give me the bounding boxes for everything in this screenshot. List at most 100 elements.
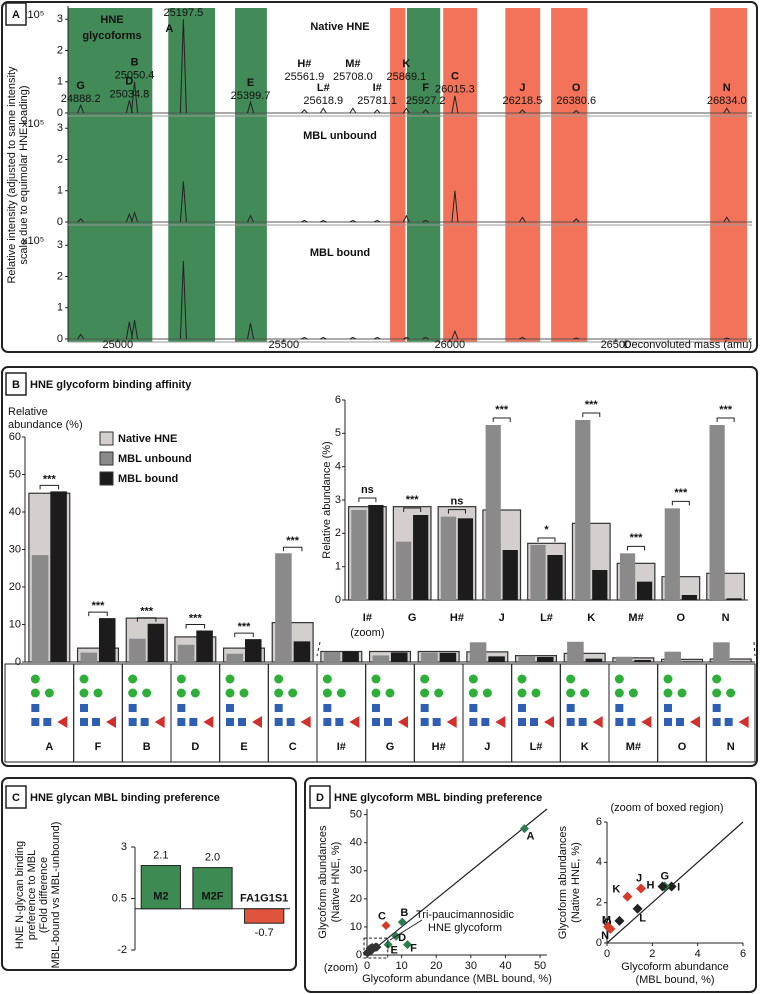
inset-bar xyxy=(351,510,367,600)
glycan-glcnac xyxy=(92,718,100,726)
glycan-mannose xyxy=(176,688,186,698)
glycan-mannose xyxy=(30,688,40,698)
y-tick-label: 1 xyxy=(57,302,63,314)
point-label: M xyxy=(602,915,611,927)
glycan-glcnac xyxy=(676,718,684,726)
inset-bar xyxy=(457,518,474,600)
annotation: Tri-paucimannosidic xyxy=(416,909,515,921)
peak xyxy=(131,320,139,340)
bar xyxy=(713,642,730,662)
glycan-glcnac xyxy=(177,704,186,712)
zoom-box xyxy=(363,937,389,959)
significance: * xyxy=(544,524,549,536)
bar xyxy=(320,650,363,663)
glycan-fucose xyxy=(252,716,262,728)
glycan-mannose xyxy=(726,688,736,698)
significance-bracket xyxy=(88,611,108,617)
peak xyxy=(451,190,459,223)
panel-letter: B xyxy=(12,379,20,391)
peak-mass: 26380.6 xyxy=(556,95,596,107)
category-label: H# xyxy=(432,741,446,753)
y-tick-label: 0 xyxy=(335,594,341,606)
category-label: C xyxy=(289,741,297,753)
zoom-label: (zoom) xyxy=(324,962,358,974)
glycan-glcnac xyxy=(627,718,636,726)
y-tick-label: 4 xyxy=(596,856,602,868)
peak xyxy=(451,95,459,114)
y-tick-label: 5 xyxy=(335,427,341,439)
bar xyxy=(514,655,558,663)
chart-title: HNE glycoform binding affinity xyxy=(30,379,192,391)
peak-mass: 24888.2 xyxy=(61,93,101,105)
glycan-glcnac xyxy=(420,704,429,712)
significance-bracket xyxy=(492,417,511,422)
y-tick-label: 50 xyxy=(350,809,362,821)
y-axis-label: Relative abundance (%) xyxy=(321,441,333,558)
glycan-fucose xyxy=(446,716,457,728)
peak xyxy=(402,214,410,223)
category-label: N xyxy=(727,741,735,753)
point-label: K xyxy=(612,884,620,896)
glycan-mannose xyxy=(225,674,235,684)
glycan-glcnac xyxy=(226,704,234,712)
glycan-fucose xyxy=(690,716,700,728)
glycan-mannose xyxy=(420,674,430,684)
x-tick-label: 50 xyxy=(534,960,546,972)
point-label: B xyxy=(400,907,408,919)
glycan-mannose xyxy=(385,688,395,698)
glycan-glcnac xyxy=(189,718,198,726)
annotation-pointer xyxy=(389,919,423,941)
point xyxy=(632,903,643,914)
bar xyxy=(140,865,181,910)
mass-band xyxy=(235,8,267,342)
peak-name: J xyxy=(519,82,525,94)
y-tick-label: 4 xyxy=(335,461,341,473)
bar xyxy=(567,641,584,662)
peak xyxy=(77,103,85,114)
glycan-mannose xyxy=(371,688,381,698)
peak xyxy=(402,107,410,114)
value-label: -0.7 xyxy=(255,927,274,939)
y-axis-label: abundance (%) xyxy=(8,419,83,431)
glycan-mannose xyxy=(517,674,527,684)
peak-name: B xyxy=(131,57,139,69)
peak xyxy=(125,321,133,340)
glycan-fucose xyxy=(738,716,749,728)
glycan-mannose xyxy=(434,688,444,698)
chart-title: HNE glycoform MBL binding preference xyxy=(334,792,542,804)
category-label: M2 xyxy=(153,891,168,903)
y-axis-label: preference to MBL xyxy=(26,850,38,941)
peak-name: M# xyxy=(345,58,360,70)
x-axis-label: Glycoform abundance (MBL bound, %) xyxy=(362,973,552,985)
peak xyxy=(451,329,459,340)
panel-letter-box xyxy=(5,372,27,396)
peak xyxy=(301,336,308,340)
bar xyxy=(682,661,700,662)
mass-band xyxy=(551,8,588,342)
bar xyxy=(439,652,457,662)
peak xyxy=(125,100,133,114)
x-tick-label: 20 xyxy=(430,960,442,972)
peak xyxy=(373,336,381,340)
peak-mass: 25197.5 xyxy=(164,7,204,19)
significance-bracket xyxy=(358,497,377,502)
peak xyxy=(723,216,731,223)
chart-title: HNE glycan MBL binding preference xyxy=(30,792,220,804)
significance: *** xyxy=(630,532,644,544)
peak-mass: 26834.0 xyxy=(707,95,747,107)
glycan-glcnac xyxy=(80,704,88,712)
y-tick-label: 0 xyxy=(15,656,21,668)
band-annotation: glycoforms xyxy=(82,30,141,42)
peak-mass: 25034.8 xyxy=(109,88,149,100)
y-axis-label: scale due to equimolar HNE loading) xyxy=(18,85,30,264)
glycan-mannose xyxy=(531,688,541,698)
x-tick-label: 26000 xyxy=(435,339,466,351)
glycan-mannose xyxy=(288,688,298,698)
inset-bar xyxy=(396,541,412,600)
significance-bracket xyxy=(537,537,556,542)
peak xyxy=(179,260,187,340)
peak xyxy=(349,107,357,114)
peak xyxy=(131,81,139,114)
significance: *** xyxy=(238,621,252,633)
peak xyxy=(349,219,357,223)
